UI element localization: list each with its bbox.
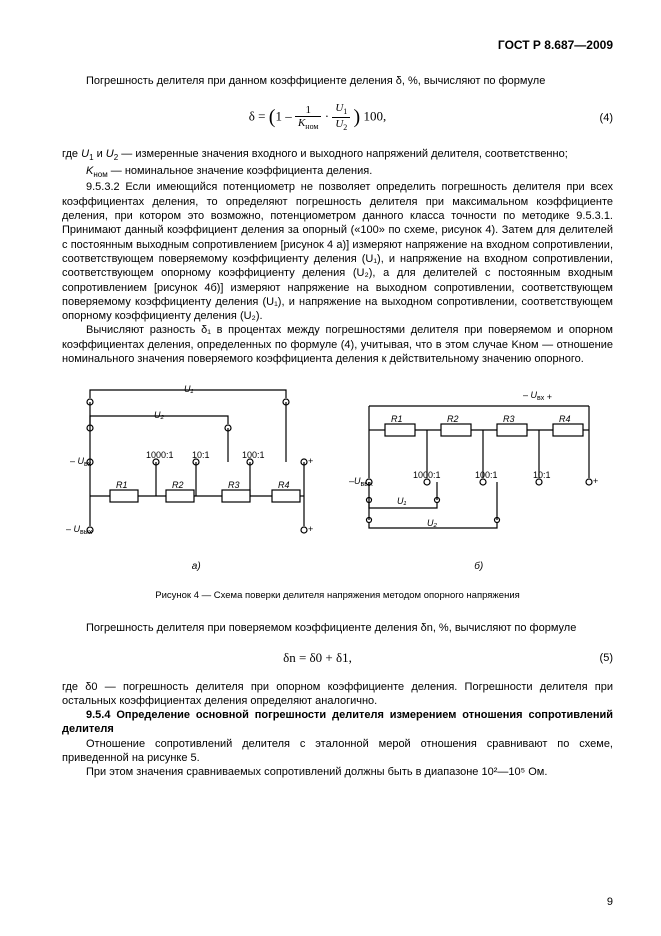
figure-4a-label: а) xyxy=(62,561,331,572)
para-9532: 9.5.3.2 Если имеющийся потенциометр не п… xyxy=(62,180,613,323)
svg-text:U₂: U₂ xyxy=(427,518,437,528)
section-954-title: 9.5.4 Определение основной погрешности д… xyxy=(62,708,613,737)
svg-text:+: + xyxy=(308,524,313,534)
equation-4-body: δ = (1 – 1Kном · U1U2 ) 100, xyxy=(62,102,573,133)
svg-text:1000:1: 1000:1 xyxy=(146,450,174,460)
where-clause-1: где U1 и U2 — измеренные значения входно… xyxy=(62,147,613,164)
svg-text:U₁: U₁ xyxy=(397,496,406,506)
figure-4-title: Рисунок 4 — Схема поверки делителя напря… xyxy=(62,590,613,601)
para-intro-eq5: Погрешность делителя при поверяемом коэф… xyxy=(62,621,613,635)
figure-4a: U₁ U₂ – Uвх + 1000:1 10:1 100:1 R1 R2 R3… xyxy=(62,384,331,586)
equation-5-body: δn = δ0 + δ1, xyxy=(62,650,573,666)
svg-text:R1: R1 xyxy=(391,414,403,424)
where-clause-eq5: где δ0 — погрешность делителя при опорно… xyxy=(62,680,613,709)
figure-4: U₁ U₂ – Uвх + 1000:1 10:1 100:1 R1 R2 R3… xyxy=(62,384,613,586)
svg-text:– Uвх: – Uвх xyxy=(70,456,92,468)
svg-text:R2: R2 xyxy=(172,480,184,490)
svg-text:R1: R1 xyxy=(116,480,128,490)
svg-text:+: + xyxy=(308,456,313,466)
where-clause-2: Kном — номинальное значение коэффициента… xyxy=(62,164,613,181)
figure-4b: – Uвх + R1 R2 R3 R4 –Uвых 1000:1 100:1 1… xyxy=(345,384,614,586)
svg-text:R4: R4 xyxy=(559,414,571,424)
svg-text:R3: R3 xyxy=(503,414,515,424)
page-number: 9 xyxy=(607,896,613,908)
svg-text:100:1: 100:1 xyxy=(242,450,265,460)
para-9532-cont: Вычисляют разность δ₁ в процентах между … xyxy=(62,323,613,366)
svg-text:10:1: 10:1 xyxy=(533,470,551,480)
svg-text:–Uвых: –Uвых xyxy=(349,476,373,488)
svg-text:U₁: U₁ xyxy=(184,384,193,394)
svg-text:U₂: U₂ xyxy=(154,410,164,420)
svg-text:10:1: 10:1 xyxy=(192,450,210,460)
equation-4-number: (4) xyxy=(573,112,613,124)
svg-text:100:1: 100:1 xyxy=(475,470,498,480)
doc-header: ГОСТ Р 8.687—2009 xyxy=(62,38,613,52)
figure-4b-label: б) xyxy=(345,561,614,572)
svg-text:+: + xyxy=(593,476,598,486)
svg-text:1000:1: 1000:1 xyxy=(413,470,441,480)
equation-4: δ = (1 – 1Kном · U1U2 ) 100, (4) xyxy=(62,102,613,133)
equation-5-number: (5) xyxy=(573,652,613,664)
section-954-body1: Отношение сопротивлений делителя с этало… xyxy=(62,737,613,766)
svg-text:– Uвх +: – Uвх + xyxy=(523,390,552,402)
svg-text:R3: R3 xyxy=(228,480,240,490)
section-954-body2: При этом значения сравниваемых сопротивл… xyxy=(62,765,613,779)
para-intro-eq4: Погрешность делителя при данном коэффици… xyxy=(62,74,613,88)
equation-5: δn = δ0 + δ1, (5) xyxy=(62,650,613,666)
svg-text:– Uвых: – Uвых xyxy=(66,524,93,536)
svg-text:R2: R2 xyxy=(447,414,459,424)
svg-text:R4: R4 xyxy=(278,480,290,490)
